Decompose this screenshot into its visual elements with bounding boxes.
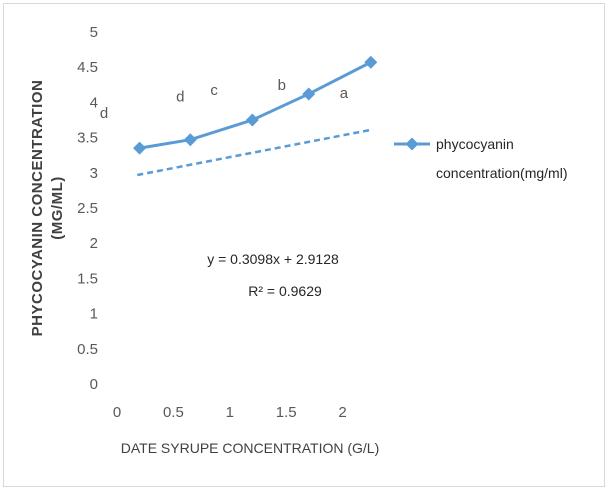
data-point (183, 133, 197, 147)
legend-marker (405, 137, 419, 151)
significance-label: c (210, 82, 218, 99)
x-axis-title: DATE SYRUPE CONCENTRATION (G/L) (121, 440, 380, 456)
y-tick-label: 2.5 (77, 200, 98, 217)
y-tick-label: 5 (90, 24, 98, 41)
series-markers (133, 55, 378, 155)
y-tick-label: 4.5 (77, 59, 98, 76)
y-tick-label: 4 (90, 94, 98, 111)
series-line (139, 60, 372, 150)
y-tick-label: 1 (90, 306, 98, 323)
y-axis-title-line2: (MG/ML) (49, 176, 66, 239)
x-tick-label: 0 (113, 404, 121, 421)
legend: phycocyanin concentration(mg/ml) (394, 136, 568, 181)
data-point (245, 113, 259, 127)
x-tick-label: 2 (338, 404, 346, 421)
significance-label: d (100, 105, 108, 122)
trendline-r-squared: R² = 0.9629 (248, 283, 322, 299)
legend-label-line1: phycocyanin (436, 136, 514, 152)
y-tick-label: 1.5 (77, 270, 98, 287)
y-tick-label: 2 (90, 235, 98, 252)
trendline (137, 128, 374, 177)
trendline-equation: y = 0.3098x + 2.9128 (207, 251, 339, 267)
significance-labels: d d c b a (100, 77, 349, 122)
y-tick-label: 0.5 (77, 341, 98, 358)
x-tick-label: 0.5 (163, 404, 184, 421)
significance-label: d (176, 89, 184, 106)
y-tick-label: 3.5 (77, 130, 98, 147)
x-tick-labels: 0 0.5 1 1.5 2 (113, 404, 347, 421)
chart-frame (3, 3, 605, 487)
y-axis-title-line1: PHYCOCYANIN CONCENTRATION (29, 80, 46, 337)
x-tick-label: 1.5 (276, 404, 297, 421)
data-point (133, 141, 147, 155)
data-point (364, 55, 378, 69)
data-point (302, 87, 316, 101)
y-tick-label: 3 (90, 165, 98, 182)
legend-label-line2: concentration(mg/ml) (436, 165, 568, 181)
x-tick-label: 1 (226, 404, 234, 421)
y-tick-labels: 0 0.5 1 1.5 2 2.5 3 3.5 4 4.5 5 (77, 24, 98, 393)
significance-label: b (278, 77, 286, 94)
significance-label: a (340, 85, 349, 102)
y-tick-label: 0 (90, 376, 98, 393)
